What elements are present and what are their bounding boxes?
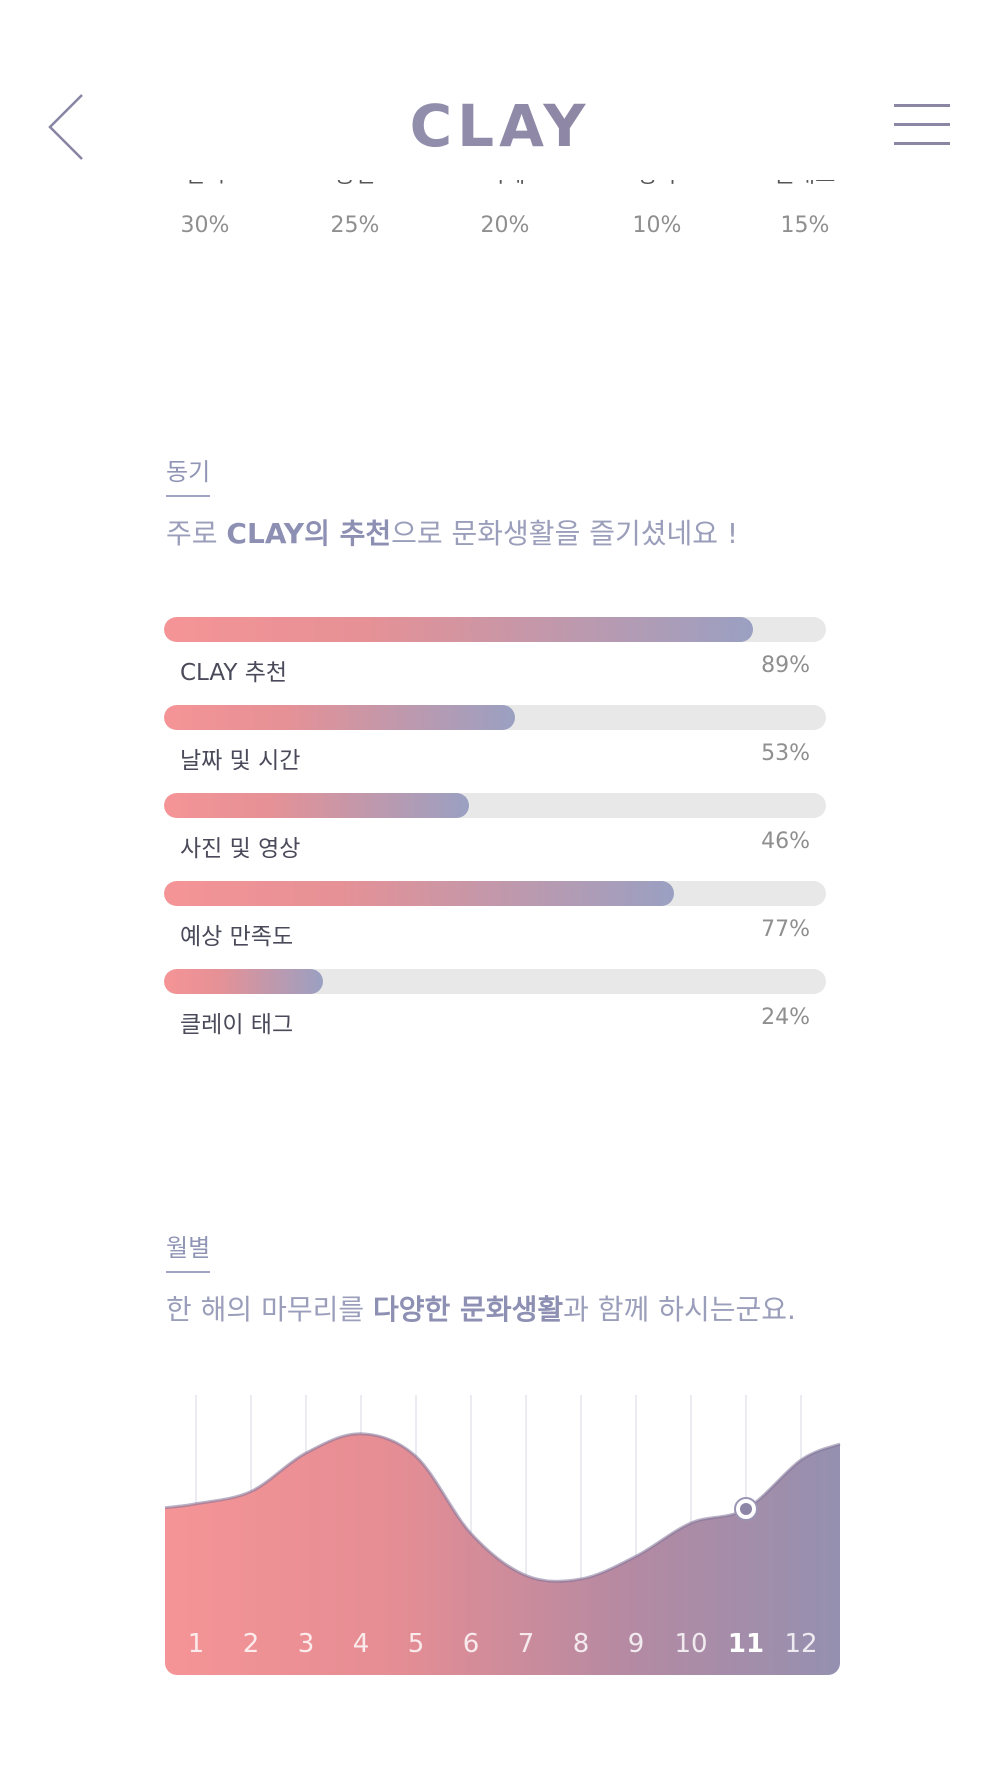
motive-title-pre: 주로 — [166, 517, 227, 550]
motive-bar-item: 사진 및 영상 46% — [164, 793, 826, 873]
bar-value: 24% — [761, 1005, 810, 1030]
genre-stat: 공연 25% — [300, 165, 410, 238]
bar-label: CLAY 추천 — [180, 660, 288, 686]
genre-percent: 20% — [480, 213, 530, 238]
bar-label: 예상 만족도 — [180, 924, 294, 950]
motive-title-bold: CLAY의 추천 — [226, 517, 392, 550]
motive-title-post: 으로 문화생활을 즐기셨네요 ! — [391, 517, 739, 550]
genre-percent: 15% — [780, 213, 830, 238]
month-label[interactable]: 1 — [188, 1629, 205, 1659]
monthly-area — [165, 1433, 840, 1675]
motive-bar-item: CLAY 추천 89% — [164, 617, 826, 697]
motive-bar-item: 날짜 및 시간 53% — [164, 705, 826, 785]
motive-title: 주로 CLAY의 추천으로 문화생활을 즐기셨네요 ! — [166, 512, 738, 552]
selected-month-marker-dot — [740, 1503, 752, 1515]
progress-fill — [164, 617, 754, 642]
motive-bar-item: 클레이 태그 24% — [164, 969, 826, 1049]
monthly-area-chart: 1 2 3 4 5 6 7 8 9 10 11 12 — [164, 1395, 841, 1675]
bar-value: 89% — [761, 653, 810, 678]
chevron-left-icon — [48, 94, 83, 160]
month-label[interactable]: 10 — [674, 1629, 707, 1659]
progress-fill — [164, 969, 323, 994]
monthly-section-tag: 월별 — [166, 1228, 211, 1273]
progress-fill — [164, 793, 469, 818]
progress-fill — [164, 705, 515, 730]
progress-fill — [164, 881, 674, 906]
month-label[interactable]: 5 — [408, 1629, 425, 1659]
genre-percent: 10% — [632, 213, 682, 238]
motive-section-tag: 동기 — [166, 452, 211, 497]
month-label[interactable]: 7 — [518, 1629, 535, 1659]
progress-track — [164, 881, 826, 906]
genre-stats: 전시 30% 공연 25% 축제 20% 영화 10% 클래스 15% — [150, 165, 860, 266]
month-label[interactable]: 6 — [463, 1629, 480, 1659]
month-label[interactable]: 9 — [628, 1629, 645, 1659]
monthly-title-pre: 한 해의 마무리를 — [166, 1293, 374, 1326]
monthly-title-post: 과 함께 하시는군요. — [563, 1293, 796, 1326]
genre-percent: 30% — [180, 213, 230, 238]
progress-track — [164, 705, 826, 730]
app-logo[interactable]: CLAY — [0, 92, 1000, 160]
bar-value: 77% — [761, 917, 810, 942]
bar-value: 46% — [761, 829, 810, 854]
progress-track — [164, 617, 826, 642]
monthly-title: 한 해의 마무리를 다양한 문화생활과 함께 하시는군요. — [166, 1288, 796, 1328]
month-label[interactable]: 4 — [353, 1629, 370, 1659]
month-label[interactable]: 3 — [298, 1629, 315, 1659]
bar-label: 사진 및 영상 — [180, 836, 301, 862]
bar-value: 53% — [761, 741, 810, 766]
back-button[interactable] — [44, 92, 88, 162]
motive-bar-item: 예상 만족도 77% — [164, 881, 826, 961]
month-label[interactable]: 8 — [573, 1629, 590, 1659]
month-label[interactable]: 11 — [728, 1629, 764, 1659]
menu-button[interactable] — [894, 100, 950, 148]
genre-stat: 영화 10% — [602, 165, 712, 238]
genre-percent: 25% — [330, 213, 380, 238]
genre-stat: 전시 30% — [150, 165, 260, 238]
genre-stat: 축제 20% — [450, 165, 560, 238]
app-header: CLAY — [0, 0, 1000, 180]
month-label[interactable]: 2 — [243, 1629, 260, 1659]
progress-track — [164, 793, 826, 818]
monthly-title-bold: 다양한 문화생활 — [373, 1293, 564, 1326]
month-label[interactable]: 12 — [784, 1629, 817, 1659]
bar-label: 날짜 및 시간 — [180, 748, 301, 774]
bar-label: 클레이 태그 — [180, 1012, 294, 1038]
genre-stat: 클래스 15% — [750, 165, 860, 238]
progress-track — [164, 969, 826, 994]
monthly-chart-svg: 1 2 3 4 5 6 7 8 9 10 11 12 — [164, 1395, 841, 1675]
